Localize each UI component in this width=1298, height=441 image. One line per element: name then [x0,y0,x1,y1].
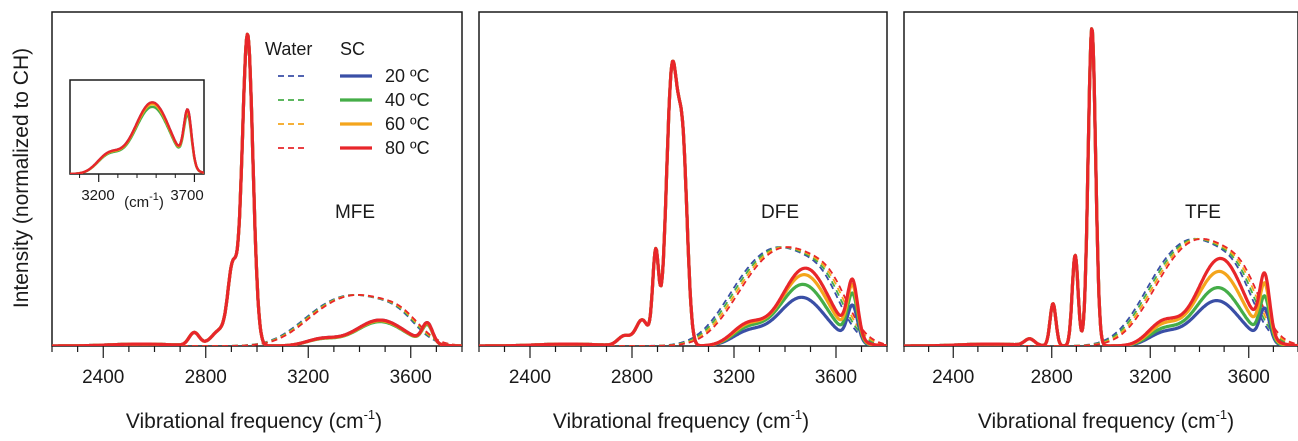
legend-label-80: 80 ºC [385,138,430,158]
panel-tfe: 2400 2800 3200 3600 [903,11,1298,388]
inset-oh-region: 3200 3700 (cm-1) [69,79,205,211]
x-axis-title-dfe: Vibrational frequency (cm-1) [553,407,809,433]
panel-label-dfe: DFE [761,202,799,223]
x-tick-label: 2800 [1031,367,1073,388]
series-sc-2 [904,27,1298,346]
x-tick-label: 3200 [1129,367,1171,388]
series-sc-1 [479,59,887,346]
series-water-4 [904,237,1298,346]
x-axis-title-tfe: Vibrational frequency (cm-1) [978,407,1234,433]
x-tick-label: 2800 [185,367,227,388]
panel-mfe: 2400 2800 3200 3600 [51,11,463,388]
panel-dfe: 2400 2800 3200 3600 [478,11,888,388]
x-tick-label: 3600 [1228,367,1270,388]
legend-header-water: Water [265,39,312,59]
series-water-4 [479,246,887,346]
x-tick-label: 2800 [611,367,653,388]
series-sc-4 [479,59,887,346]
inset-series-sc-4 [70,101,204,174]
series-sc-1 [904,27,1298,346]
series-water-2 [904,237,1298,346]
x-tick-label: 3600 [815,367,857,388]
y-axis-title: Intensity (normalized to CH) [10,48,33,308]
series-sc-4 [52,32,462,346]
series-water-3 [904,237,1298,346]
series-sc-3 [479,59,887,346]
inset-tick-label-right: 3700 [170,187,203,204]
series-water-4 [52,294,462,346]
series-sc-2 [479,59,887,346]
legend-label-60: 60 ºC [385,114,430,134]
inset-unit-label: (cm-1) [124,191,164,211]
x-tick-label: 2400 [82,367,124,388]
x-tick-label: 2400 [509,367,551,388]
legend-header-sc: SC [340,39,365,59]
legend-label-40: 40 ºC [385,90,430,110]
x-axis-title-mfe: Vibrational frequency (cm-1) [126,407,382,433]
series-sc-4 [904,27,1298,346]
legend: Water SC 20 ºC 40 ºC 60 ºC 80 ºC [265,39,430,158]
series-sc-3 [904,27,1298,346]
x-tick-label: 3600 [390,367,432,388]
inset-tick-label-left: 3200 [81,187,114,204]
legend-label-20: 20 ºC [385,66,430,86]
series-water-1 [904,237,1298,346]
x-tick-label: 3200 [287,367,329,388]
panel-label-mfe: MFE [335,202,375,223]
x-tick-label: 2400 [932,367,974,388]
panel-label-tfe: TFE [1185,202,1221,223]
x-tick-label: 3200 [713,367,755,388]
